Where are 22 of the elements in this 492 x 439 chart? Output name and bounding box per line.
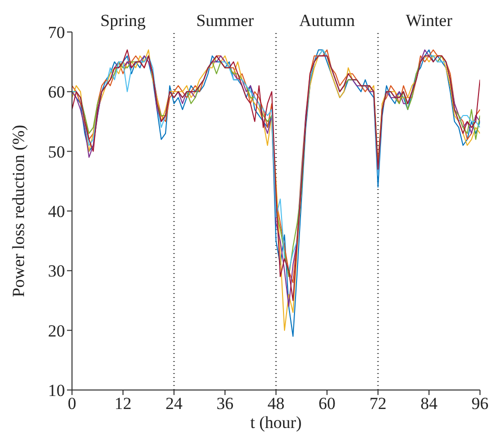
x-tick-label: 12 (114, 394, 132, 414)
x-tick-label: 84 (420, 394, 438, 414)
y-tick-label: 30 (48, 262, 65, 281)
x-tick-label: 48 (268, 394, 284, 414)
y-tick-label: 60 (48, 82, 65, 102)
y-tick-label: 40 (48, 202, 65, 222)
y-axis-title: Power loss reduction (%) (9, 124, 28, 298)
x-tick-label: 0 (68, 394, 76, 414)
x-tick-label: 24 (166, 394, 183, 414)
y-tick-label: 50 (48, 142, 65, 162)
x-tick-label: 36 (216, 394, 234, 414)
text: Summer (196, 11, 254, 30)
x-axis-title: t (hour) (250, 413, 302, 432)
x-tick-label: 60 (318, 394, 336, 414)
y-tick-label: 70 (48, 23, 65, 42)
y-tick-label: 10 (48, 381, 65, 400)
text: Autumn (299, 11, 356, 30)
text: Spring (100, 11, 146, 30)
text: Winter (406, 11, 453, 30)
x-tick-label: 96 (472, 394, 488, 414)
y-tick-label: 20 (48, 321, 65, 340)
x-tick-label: 72 (370, 394, 386, 414)
